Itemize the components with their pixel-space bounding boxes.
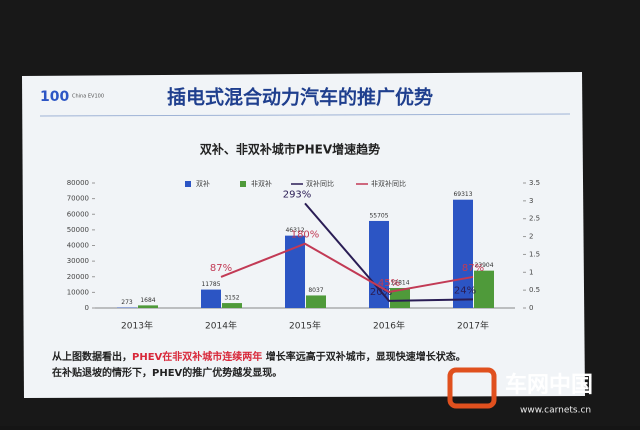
x-tick-label: 2014年	[205, 320, 237, 332]
legend-label: 双补同比	[306, 179, 334, 188]
y2-tick-label: 0	[529, 304, 533, 312]
y-tick-label: 30000	[67, 257, 89, 265]
y2-tick-label: 0.5	[529, 286, 540, 294]
note-part: 从上图数据看出，	[52, 350, 132, 363]
logo-text: China EV100	[72, 94, 104, 100]
note-part: 在补贴退坡的情形下，PHEV的推广优势越发显现。	[52, 366, 282, 379]
bar	[138, 305, 158, 308]
legend-label: 非双补	[251, 179, 272, 188]
legend-swatch	[185, 181, 191, 187]
bar-label: 8037	[308, 287, 323, 294]
slide-title: 插电式混合动力汽车的推广优势	[167, 86, 433, 109]
y-tick-label: 0	[85, 304, 89, 312]
y2-tick-label: 2.5	[529, 215, 540, 223]
bar	[285, 236, 305, 308]
x-tick-label: 2016年	[373, 320, 405, 332]
bar	[222, 303, 242, 308]
legend-label: 双补	[196, 179, 210, 188]
line-label: 180%	[291, 230, 320, 241]
line-label: 87%	[210, 263, 232, 274]
watermark-url: www.carnets.cn	[520, 406, 591, 416]
bar-label: 11785	[201, 281, 220, 288]
y-tick-label: 60000	[67, 210, 89, 218]
y-tick-label: 20000	[67, 273, 89, 281]
x-tick-label: 2013年	[121, 320, 153, 332]
note-part: 增长率远高于双补城市，显现快速增长状态。	[266, 350, 466, 363]
bar-label: 55705	[369, 212, 388, 219]
note-highlight: PHEV在非双补城市连续两年	[132, 350, 262, 363]
y2-tick-label: 3	[529, 197, 533, 205]
bar	[201, 290, 221, 308]
bar	[306, 295, 326, 308]
chart-title: 双补、非双补城市PHEV增速趋势	[200, 142, 380, 157]
legend-label: 非双补同比	[371, 179, 406, 188]
bar-label: 69313	[453, 191, 472, 198]
y2-tick-label: 3.5	[529, 179, 540, 187]
bar-label: 273	[121, 299, 133, 306]
legend-swatch	[240, 181, 246, 187]
line-label: 24%	[454, 285, 476, 296]
line-label: 87%	[462, 263, 484, 274]
x-tick-label: 2017年	[457, 320, 489, 332]
x-tick-label: 2015年	[289, 320, 321, 332]
y-tick-label: 70000	[67, 195, 89, 203]
y-tick-label: 10000	[67, 288, 89, 296]
line-label: 293%	[283, 189, 312, 200]
bar-label: 1684	[140, 297, 155, 304]
y-tick-label: 50000	[67, 226, 89, 234]
bar-label: 3152	[224, 295, 239, 302]
y-tick-label: 40000	[67, 242, 89, 250]
logo-mark: 100	[40, 89, 69, 105]
y-tick-label: 80000	[67, 179, 89, 187]
y2-tick-label: 1.5	[529, 250, 540, 258]
bar	[474, 271, 494, 308]
watermark-name: 车网中国	[505, 372, 593, 398]
y2-tick-label: 1	[529, 268, 533, 276]
y2-tick-label: 2	[529, 233, 533, 241]
